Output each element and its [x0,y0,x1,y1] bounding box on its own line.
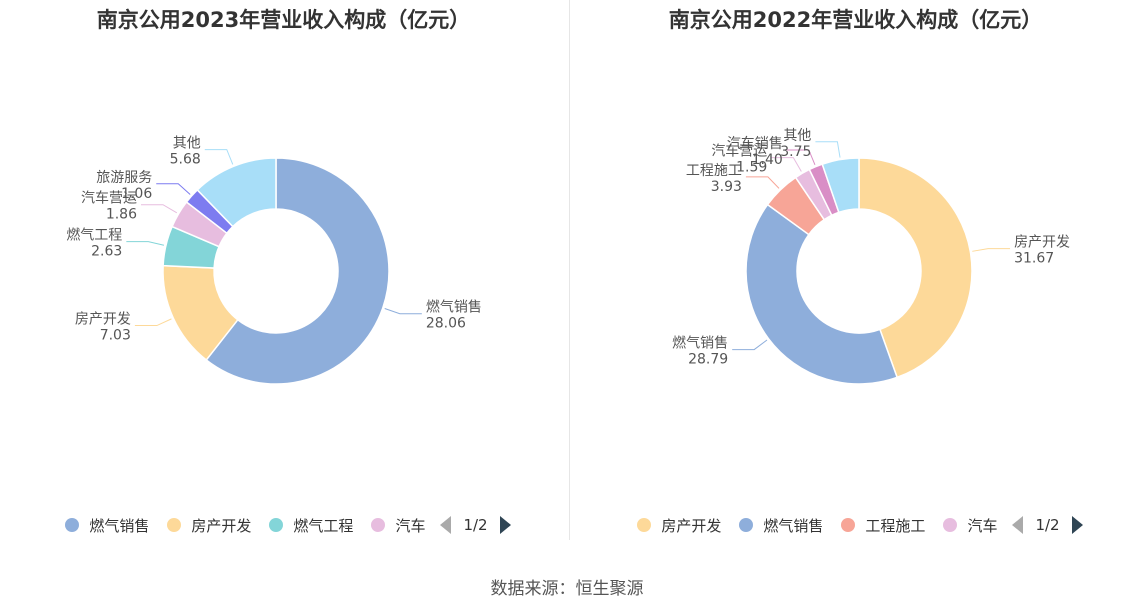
legend-label: 房产开发 [191,516,252,535]
label-leader-line [140,204,178,214]
slice-name-label: 汽车营运 [81,190,137,207]
slice-name-label: 房产开发 [75,312,131,328]
slice-name-label: 燃气销售 [672,335,728,352]
panel-divider [569,0,570,540]
legend-label: 房产开发 [661,516,722,535]
legend-label: 燃气销售 [763,516,824,535]
label-leader-line [745,176,780,189]
legend-dot [943,518,958,532]
donut-slice[interactable] [858,157,973,379]
label-leader-line [156,183,191,195]
slice-name-label: 其他 [173,136,201,152]
slice-value-label: 1.06 [121,186,152,202]
label-leader-line [204,149,234,165]
legend: 燃气销售 房产开发 燃气工程 汽车 1/2 [0,512,567,538]
legend-item-gas-engineering[interactable]: 燃气工程 [269,515,353,536]
donut-slice[interactable] [745,203,899,385]
legend-item-real-estate[interactable]: 房产开发 [637,515,721,536]
donut-slice[interactable] [821,157,860,214]
next-page-icon[interactable] [499,516,511,534]
slice-name-label: 汽车营运 [711,143,767,160]
slice-value-label: 2.63 [91,244,122,260]
slice-value-label: 3.93 [711,179,742,195]
legend-dot [269,518,284,532]
legend-item-gas-sales[interactable]: 燃气销售 [65,515,149,536]
legend-dot [167,518,182,532]
legend: 房产开发 燃气销售 工程施工 汽车 1/2 [572,512,1134,538]
legend-dot [841,518,856,532]
legend-pager: 1/2 [1012,516,1083,534]
label-leader-line [126,241,165,246]
slice-value-label: 1.59 [736,160,767,176]
chart-panel-2022: 南京公用2022年营业收入构成（亿元） 房产开发 31.67 燃气销售 28.79 工程… [572,0,1134,550]
label-leader-line [732,339,768,351]
legend-pager: 1/2 [440,516,511,534]
slice-value-label: 28.79 [688,352,728,368]
legend-label: 汽车 [967,516,998,535]
label-leader-line [972,248,1011,252]
label-leader-line [771,157,802,172]
legend-page-indicator: 1/2 [1035,516,1060,534]
slice-name-label: 燃气销售 [426,299,482,316]
legend-dot [371,518,386,532]
chart-title: 南京公用2023年营业收入构成（亿元） [96,8,471,32]
legend-item-auto[interactable]: 汽车 [943,515,997,536]
slice-value-label: 7.03 [100,328,131,344]
label-leader-line [384,308,422,315]
slice-name-label: 工程施工 [686,163,742,179]
legend-item-gas-sales[interactable]: 燃气销售 [739,515,823,536]
prev-page-icon[interactable] [1012,516,1024,534]
donut-slice[interactable] [205,157,390,385]
slice-name-label: 燃气工程 [66,227,122,244]
label-leader-line [134,318,172,327]
slice-value-label: 5.68 [170,152,201,168]
donut-slice[interactable] [196,157,277,228]
next-page-icon[interactable] [1071,516,1083,534]
slice-value-label: 1.86 [106,207,137,223]
legend-item-real-estate[interactable]: 房产开发 [167,515,251,536]
legend-dot [739,518,754,532]
legend-dot [637,518,652,532]
slice-value-label: 28.06 [426,316,466,332]
label-leader-line [786,149,816,165]
legend-label: 燃气销售 [89,516,150,535]
slice-name-label: 汽车销售 [727,135,783,152]
slice-name-label: 其他 [783,128,811,144]
legend-item-auto[interactable]: 汽车 [371,515,425,536]
slice-name-label: 房产开发 [1014,235,1070,251]
slice-value-label: 1.40 [752,152,783,168]
prev-page-icon[interactable] [440,516,452,534]
slice-value-label: 31.67 [1014,251,1054,267]
legend-dot [65,518,80,532]
chart-title: 南京公用2022年营业收入构成（亿元） [668,8,1043,32]
chart-panel-2023: 南京公用2023年营业收入构成（亿元） 燃气销售 28.06 房产开发 7.03 燃气工… [0,0,567,550]
slice-name-label: 旅游服务 [96,170,152,186]
legend-label: 汽车 [395,516,426,535]
label-leader-line [815,141,841,158]
slice-value-label: 3.75 [780,144,811,160]
legend-label: 工程施工 [865,516,926,535]
legend-item-construction[interactable]: 工程施工 [841,515,925,536]
legend-label: 燃气工程 [293,516,354,535]
legend-page-indicator: 1/2 [463,516,488,534]
data-source: 数据来源：恒生聚源 [490,579,644,599]
